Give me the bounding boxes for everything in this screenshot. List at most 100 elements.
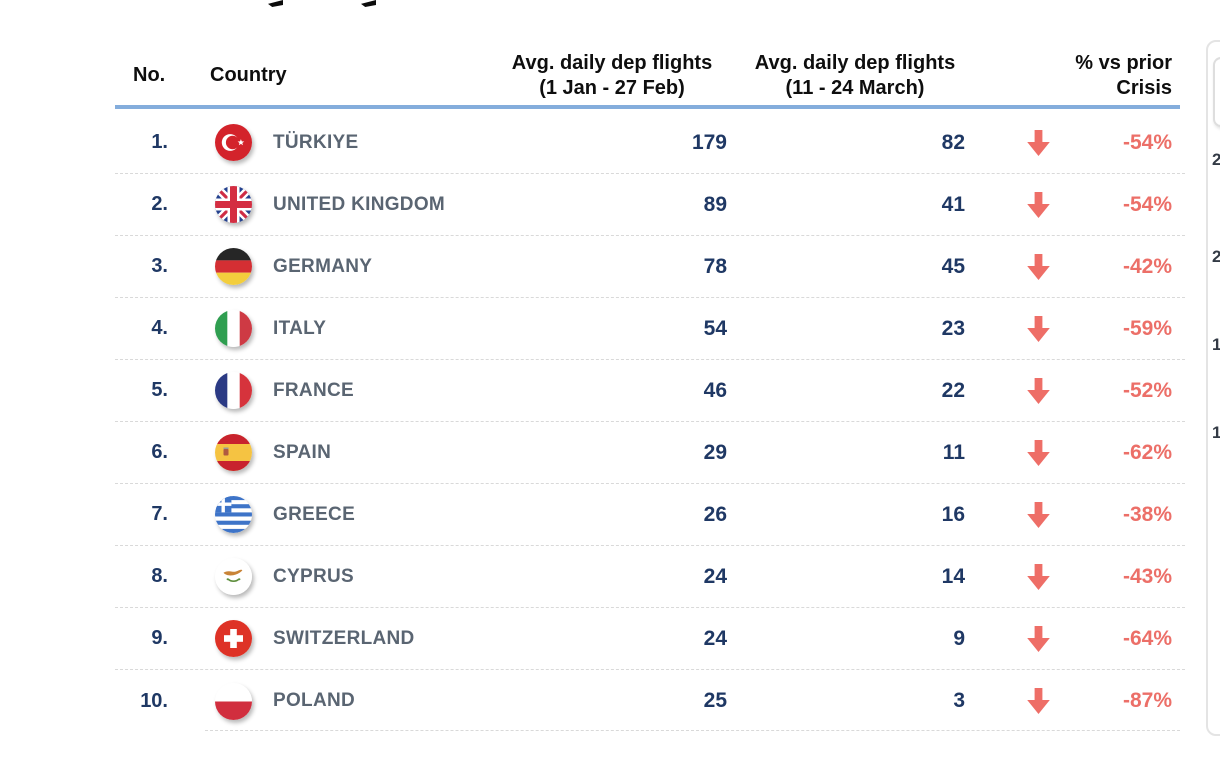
axis-label-fragment: 2 [1212, 150, 1220, 169]
avg-flights-period2-value: 11 [942, 440, 965, 464]
adjacent-panel-edge [1206, 40, 1220, 736]
avg-flights-period1-value: 89 [703, 192, 727, 216]
adjacent-panel-button[interactable] [1213, 57, 1220, 127]
down-arrow-icon [1027, 439, 1050, 466]
avg-flights-period2-value: 22 [941, 378, 965, 402]
flag-poland-icon [215, 682, 252, 720]
avg-flights-period2-value: 82 [941, 130, 965, 154]
avg-flights-period2-value: 9 [953, 626, 965, 650]
flag-greece-icon [215, 496, 252, 533]
country-name: SPAIN [273, 441, 332, 463]
flag-turkiye-icon [215, 124, 252, 161]
column-header-period2: Avg. daily dep flights (11 - 24 March) [740, 51, 970, 101]
avg-flights-period1-value: 24 [703, 626, 727, 650]
percent-change: -59% [1122, 316, 1172, 340]
table-row: 4. ITALY 54 23 -59% [115, 298, 1185, 360]
column-header-period1-line1: Avg. daily dep flights [511, 52, 713, 74]
avg-flights-period1-value: 26 [703, 502, 727, 526]
table-row: 1. TÜRKIYE 179 82 -54% [115, 112, 1185, 174]
percent-change: -42% [1122, 254, 1172, 278]
country-name: CYPRUS [273, 565, 354, 587]
rank-number: 8. [151, 565, 168, 587]
cropped-title-descender [361, 0, 376, 7]
percent-change: -54% [1122, 192, 1172, 216]
axis-label-fragment: 1 [1212, 335, 1220, 354]
rank-number: 3. [151, 255, 168, 277]
column-header-no: No. [133, 64, 166, 86]
flag-italy-icon [215, 310, 252, 347]
column-header-period1: Avg. daily dep flights (1 Jan - 27 Feb) [497, 51, 727, 101]
country-name: ITALY [273, 317, 327, 339]
percent-change: -52% [1122, 378, 1172, 402]
column-header-period2-line1: Avg. daily dep flights [754, 52, 956, 74]
down-arrow-icon [1027, 253, 1050, 280]
avg-flights-period1-value: 54 [703, 316, 727, 340]
rank-number: 7. [151, 503, 168, 525]
rank-number: 2. [151, 193, 168, 215]
avg-flights-period1-value: 46 [703, 378, 727, 402]
rank-number: 6. [151, 441, 168, 463]
country-name: UNITED KINGDOM [273, 193, 446, 215]
table-row: 3. GERMANY 78 45 -42% [115, 236, 1185, 298]
rank-number: 10. [140, 689, 168, 712]
down-arrow-icon [1027, 563, 1050, 590]
country-name: GERMANY [273, 255, 373, 277]
country-name: TÜRKIYE [273, 131, 359, 153]
rank-number: 4. [151, 317, 168, 339]
axis-label-fragment: 1 [1212, 423, 1220, 442]
flag-united-kingdom-icon [215, 186, 252, 223]
avg-flights-period2-value: 16 [941, 502, 965, 526]
avg-flights-period2-value: 41 [941, 192, 965, 216]
table-row: 6. SPAIN 29 11 -62% [115, 422, 1185, 484]
percent-change: -87% [1122, 689, 1172, 712]
country-name: POLAND [273, 690, 356, 711]
percent-change: -54% [1122, 130, 1172, 154]
country-table-body: 1. TÜRKIYE 179 82 -54% 2. UNITED KINGDOM… [115, 112, 1185, 732]
down-arrow-icon [1027, 377, 1050, 404]
flag-cyprus-icon [215, 558, 252, 595]
header-underline [115, 105, 1180, 109]
down-arrow-icon [1027, 625, 1050, 652]
country-name: GREECE [273, 503, 356, 525]
table-row: 2. UNITED KINGDOM 89 41 -54% [115, 174, 1185, 236]
rank-number: 5. [151, 379, 168, 401]
table-row: 10. POLAND 25 3 -87% [115, 670, 1185, 732]
avg-flights-period1-value: 78 [703, 254, 727, 278]
avg-flights-period2-value: 3 [953, 689, 965, 712]
down-arrow-icon [1027, 191, 1050, 218]
avg-flights-period1-value: 24 [703, 564, 727, 588]
column-header-change-line1: % vs prior [1075, 52, 1172, 74]
percent-change: -38% [1122, 502, 1172, 526]
flag-switzerland-icon [215, 620, 252, 657]
rank-number: 1. [151, 131, 168, 153]
column-header-period2-line2: (11 - 24 March) [785, 77, 925, 99]
percent-change: -64% [1122, 626, 1172, 650]
rank-number: 9. [151, 627, 168, 649]
table-row: 8. CYPRUS 24 14 -43% [115, 546, 1185, 608]
percent-change: -62% [1122, 440, 1172, 464]
column-header-change-line2: Crisis [1116, 77, 1172, 99]
cropped-title-descender [268, 0, 283, 7]
down-arrow-icon [1027, 501, 1050, 528]
down-arrow-icon [1027, 688, 1050, 714]
percent-change: -43% [1122, 564, 1172, 588]
flag-france-icon [215, 372, 252, 409]
country-name: SWITZERLAND [273, 627, 415, 649]
table-row: 5. FRANCE 46 22 -52% [115, 360, 1185, 422]
column-header-country: Country [210, 64, 287, 86]
country-name: FRANCE [273, 379, 354, 401]
avg-flights-period1-value: 29 [703, 440, 727, 464]
column-header-period1-line2: (1 Jan - 27 Feb) [539, 77, 685, 99]
avg-flights-period2-value: 14 [941, 564, 965, 588]
down-arrow-icon [1027, 315, 1050, 342]
down-arrow-icon [1027, 129, 1050, 156]
column-header-change: % vs prior Crisis [1040, 51, 1172, 101]
avg-flights-period2-value: 45 [941, 254, 965, 278]
table-bottom-separator [205, 730, 1180, 731]
table-row: 9. SWITZERLAND 24 9 -64% [115, 608, 1185, 670]
axis-label-fragment: 2 [1212, 247, 1220, 266]
avg-flights-period1-value: 25 [703, 689, 727, 712]
flag-spain-icon [215, 434, 252, 471]
flag-germany-icon [215, 248, 252, 285]
